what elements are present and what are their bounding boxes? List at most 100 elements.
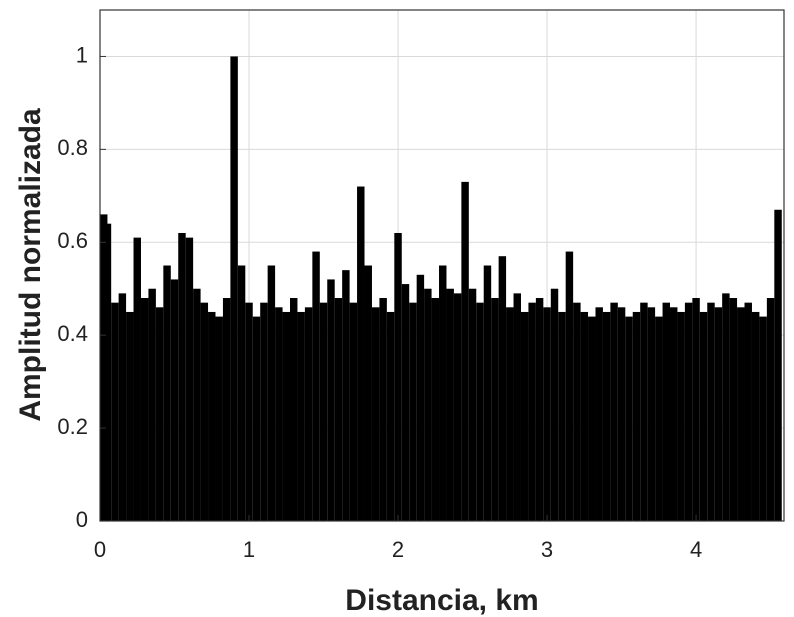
bar <box>290 298 298 521</box>
bar <box>260 302 268 521</box>
bar <box>245 302 253 521</box>
bar <box>379 298 387 521</box>
bar <box>632 311 641 521</box>
bar <box>692 298 700 521</box>
y-tick-label: 0.4 <box>57 321 88 346</box>
bar <box>722 293 730 521</box>
y-tick-label: 1 <box>76 42 88 67</box>
bar <box>543 307 551 521</box>
bar <box>170 279 179 521</box>
bar <box>416 274 425 521</box>
bar <box>304 307 313 521</box>
bar <box>558 311 566 521</box>
bar <box>580 311 589 521</box>
bar <box>140 298 149 521</box>
bar <box>453 293 462 521</box>
bar <box>491 298 499 521</box>
bar <box>588 316 596 521</box>
x-tick-label: 2 <box>392 537 404 562</box>
bar <box>111 302 119 521</box>
bar <box>349 302 358 521</box>
bar <box>394 232 402 521</box>
y-tick-label: 0.6 <box>57 228 88 253</box>
bar <box>670 307 678 521</box>
bar <box>222 298 231 521</box>
bar <box>461 181 469 521</box>
bar <box>230 56 238 522</box>
bar <box>662 302 670 521</box>
x-tick-label: 4 <box>690 537 702 562</box>
bar <box>476 302 484 521</box>
bar <box>714 307 723 521</box>
bar <box>185 237 194 522</box>
bar <box>520 311 529 521</box>
bar <box>215 316 223 521</box>
bar <box>386 311 395 521</box>
bar <box>602 311 611 521</box>
bar <box>371 307 380 521</box>
bar <box>126 311 134 521</box>
plot-frame <box>99 9 785 522</box>
bar <box>193 288 201 521</box>
bar <box>483 265 492 521</box>
bar <box>550 288 559 521</box>
y-tick-label: 0.2 <box>57 414 88 439</box>
bar <box>744 302 752 521</box>
bar <box>565 251 574 521</box>
bar <box>528 302 536 521</box>
bar <box>513 293 521 521</box>
bar <box>677 311 685 521</box>
bar <box>364 265 372 521</box>
bar <box>595 307 603 521</box>
bar <box>103 223 112 521</box>
bar <box>506 307 514 521</box>
bar <box>208 311 216 521</box>
bar <box>431 298 440 521</box>
bar <box>312 251 320 521</box>
bar <box>737 307 745 521</box>
bar <box>766 298 775 521</box>
ticks: 0 0.2 0.4 0.6 0.8 1 0 1 2 3 4 <box>57 42 702 562</box>
bar <box>275 307 283 521</box>
bar <box>759 316 767 521</box>
bar <box>468 288 477 521</box>
bar <box>401 284 410 521</box>
bar <box>297 311 305 521</box>
bar <box>342 270 350 521</box>
bar <box>640 302 648 521</box>
bar <box>267 265 276 521</box>
bar <box>327 279 335 521</box>
bar <box>573 302 581 521</box>
bar <box>774 209 782 521</box>
bar <box>163 265 171 521</box>
bar <box>684 302 693 521</box>
bar <box>148 288 156 521</box>
bar <box>617 307 626 521</box>
x-tick-label: 1 <box>243 537 255 562</box>
bar <box>610 302 618 521</box>
x-tick-label: 3 <box>541 537 553 562</box>
bar <box>334 298 343 521</box>
bar <box>319 302 328 521</box>
y-tick-label: 0.8 <box>57 135 88 160</box>
bar <box>707 302 715 521</box>
bars <box>100 56 782 522</box>
x-axis-label: Distancia, km <box>345 584 538 617</box>
bar <box>655 316 663 521</box>
bar <box>729 298 738 521</box>
bar <box>647 307 656 521</box>
bar <box>118 293 127 521</box>
bar <box>357 186 365 521</box>
bar <box>424 288 432 521</box>
bar <box>252 316 261 521</box>
bar <box>498 256 507 521</box>
bar <box>200 302 209 521</box>
bar <box>409 302 417 521</box>
bar <box>282 311 290 521</box>
bar <box>625 316 633 521</box>
bar <box>439 265 447 521</box>
bar <box>699 311 708 521</box>
bar <box>237 265 246 521</box>
bar <box>751 311 760 521</box>
bar <box>446 288 454 521</box>
